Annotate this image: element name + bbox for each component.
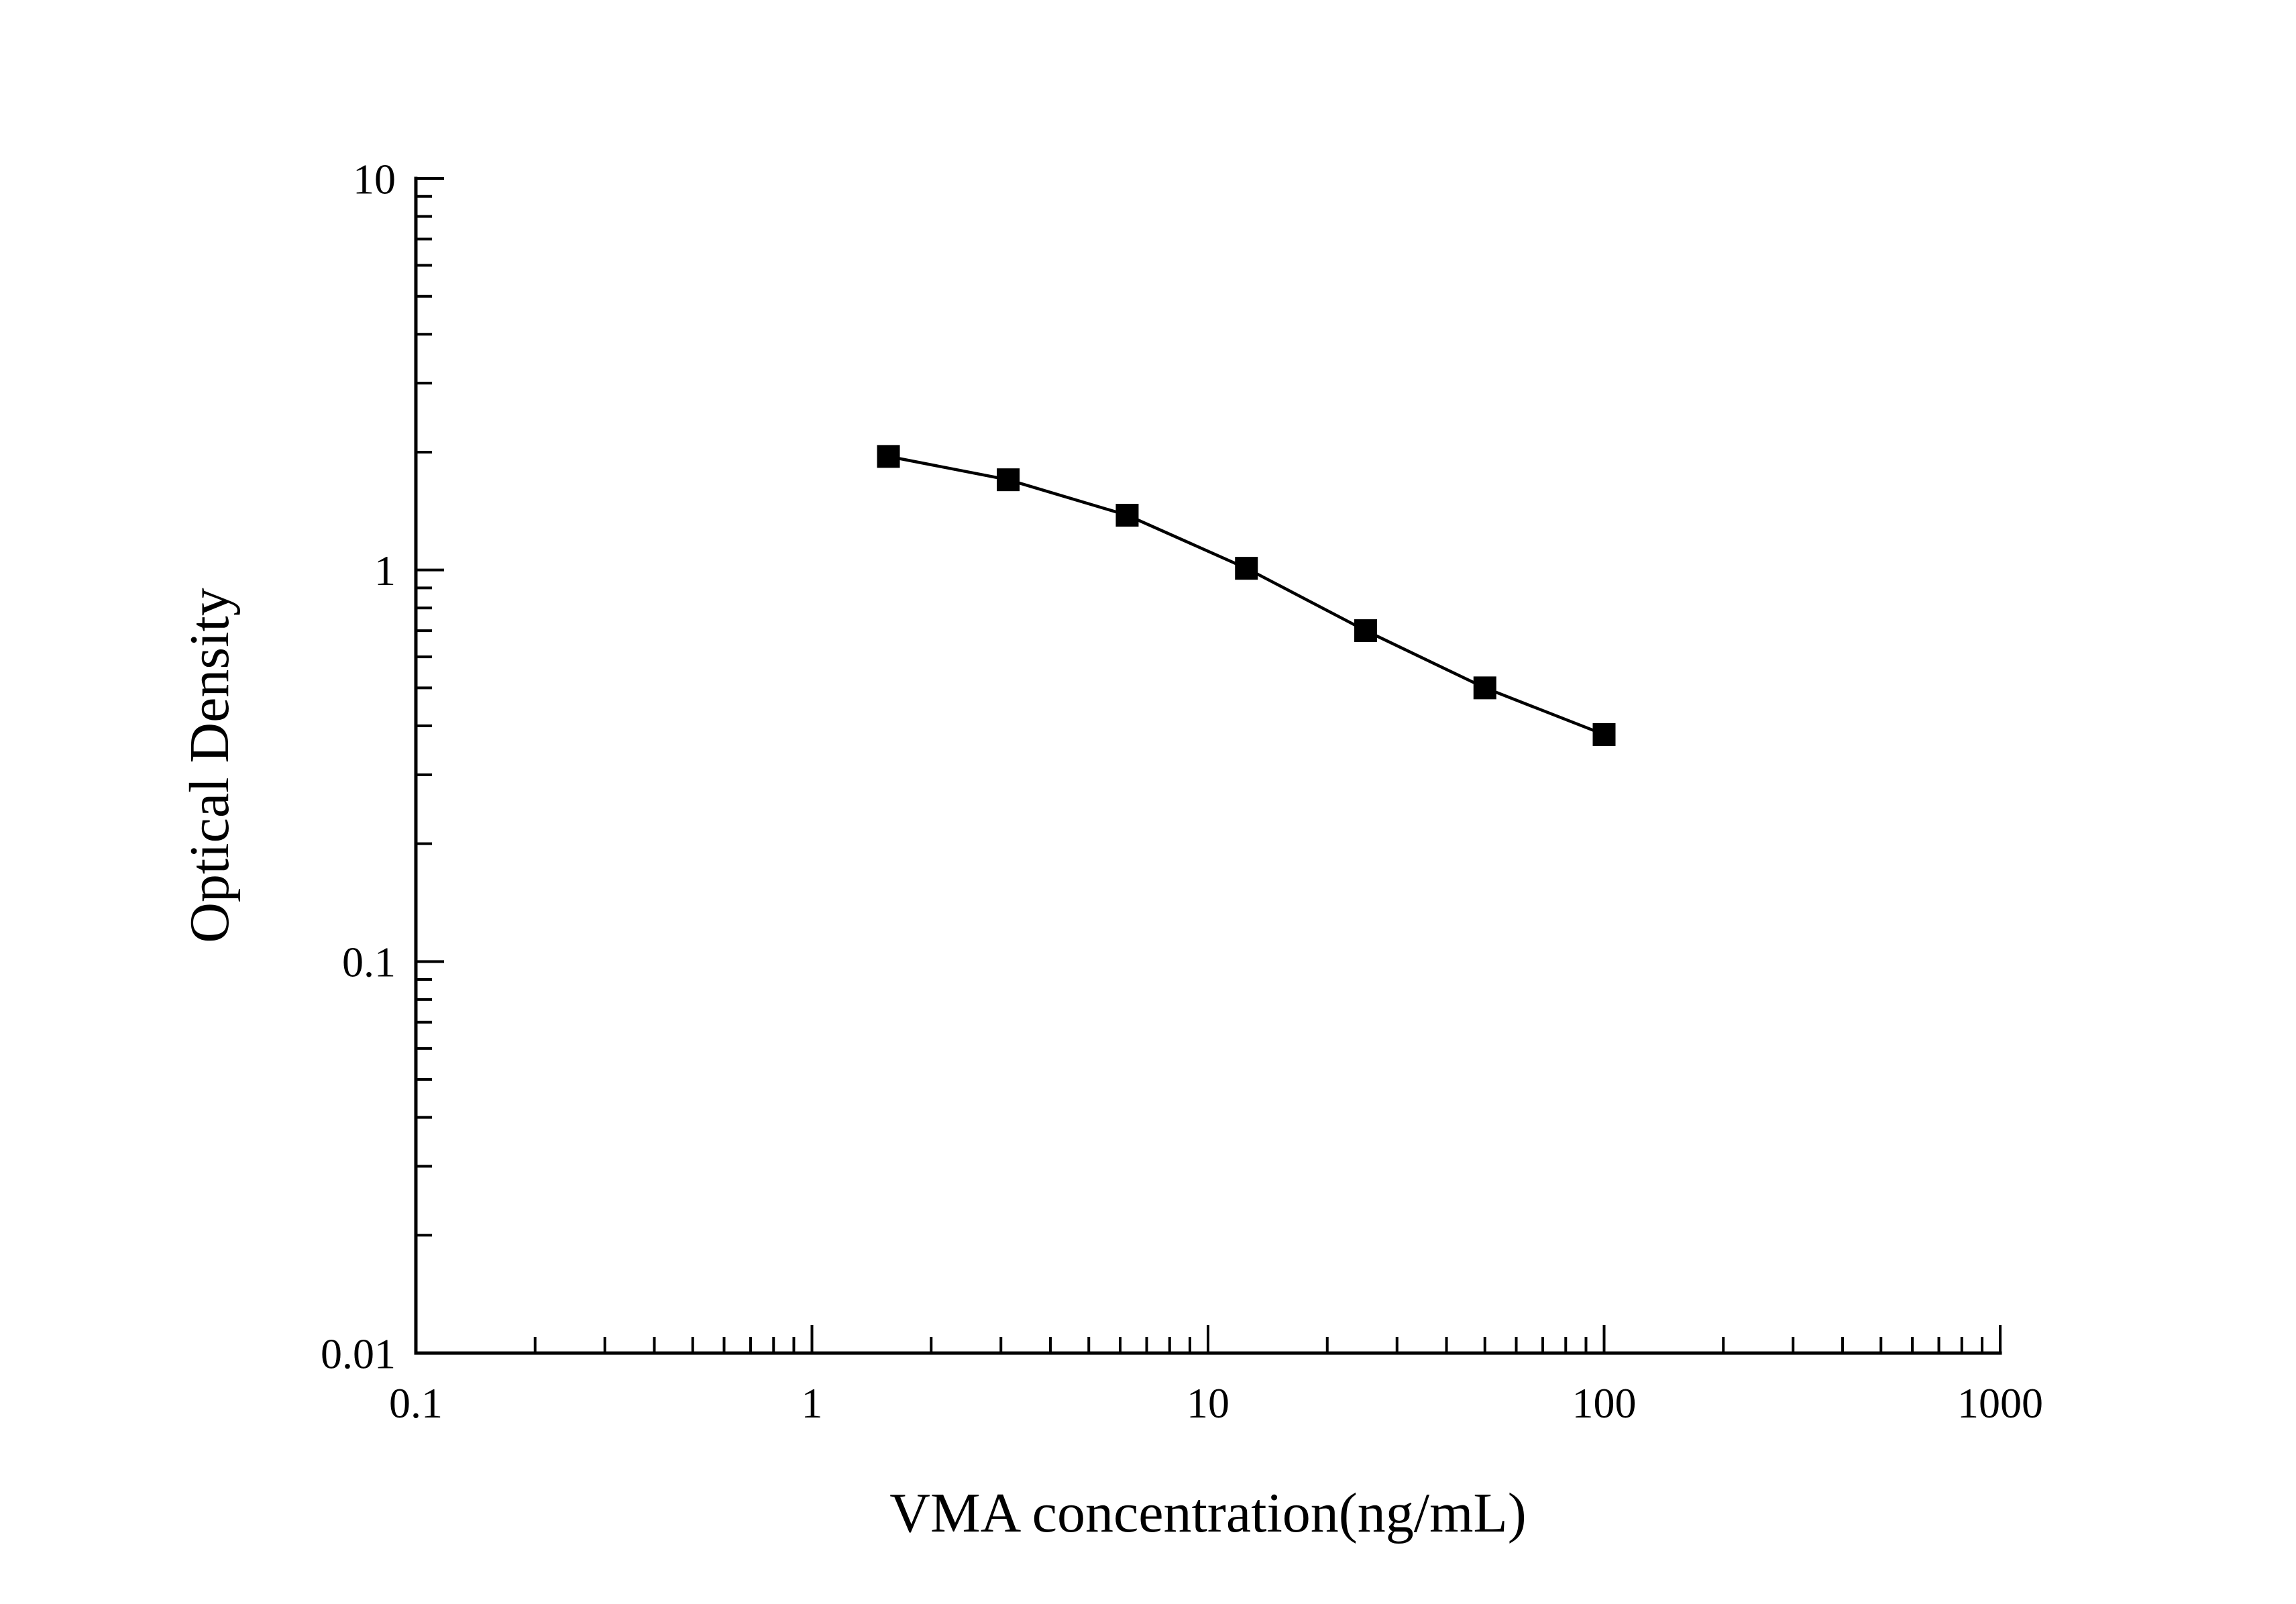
data-point-marker xyxy=(877,445,900,468)
x-tick-label: 10 xyxy=(1187,1379,1229,1427)
x-tick-label: 0.1 xyxy=(389,1379,443,1427)
series-line xyxy=(888,455,1605,737)
x-tick-label: 1 xyxy=(802,1379,823,1427)
y-tick-label: 0.01 xyxy=(321,1330,396,1377)
x-tick-label: 1000 xyxy=(1957,1379,2043,1427)
data-point-marker xyxy=(1235,557,1258,580)
y-tick-label: 10 xyxy=(353,155,396,203)
x-tick-label: 100 xyxy=(1572,1379,1637,1427)
data-point-marker xyxy=(1115,504,1139,527)
y-tick-label: 0.1 xyxy=(342,939,396,986)
x-axis-title: VMA concentration(ng/mL) xyxy=(889,1482,1526,1544)
data-point-marker xyxy=(997,468,1020,492)
y-tick-label: 1 xyxy=(374,547,396,594)
data-series xyxy=(877,445,1616,746)
y-axis-title: Optical Density xyxy=(178,588,241,943)
data-point-marker xyxy=(1592,723,1616,746)
data-point-marker xyxy=(1473,676,1496,700)
data-point-marker xyxy=(1354,619,1377,643)
